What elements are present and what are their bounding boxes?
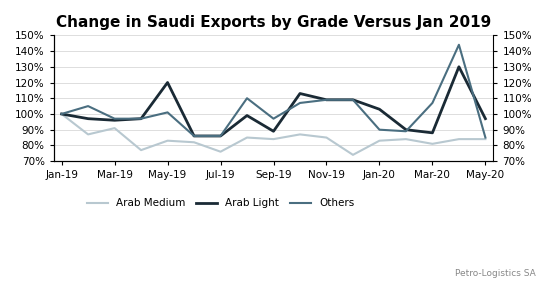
- Arab Light: [59, 112, 65, 116]
- Others: [191, 134, 197, 138]
- Line: Arab Light: Arab Light: [62, 67, 485, 136]
- Arab Medium: [296, 133, 303, 136]
- Legend: Arab Medium, Arab Light, Others: Arab Medium, Arab Light, Others: [83, 194, 358, 212]
- Line: Arab Medium: Arab Medium: [62, 114, 485, 155]
- Arab Medium: [429, 142, 436, 146]
- Arab Medium: [111, 126, 118, 130]
- Arab Medium: [376, 139, 383, 142]
- Arab Medium: [85, 133, 91, 136]
- Arab Light: [323, 98, 330, 101]
- Arab Medium: [138, 148, 144, 152]
- Text: Petro-Logistics SA: Petro-Logistics SA: [455, 269, 536, 278]
- Line: Others: Others: [62, 45, 485, 137]
- Arab Light: [85, 117, 91, 120]
- Arab Light: [111, 119, 118, 122]
- Arab Light: [217, 134, 224, 138]
- Others: [403, 130, 409, 133]
- Arab Medium: [456, 137, 462, 141]
- Arab Medium: [191, 140, 197, 144]
- Arab Light: [164, 81, 171, 84]
- Arab Light: [456, 65, 462, 69]
- Others: [350, 98, 356, 101]
- Arab Light: [191, 134, 197, 138]
- Arab Light: [376, 108, 383, 111]
- Arab Medium: [217, 150, 224, 153]
- Arab Light: [244, 114, 251, 117]
- Others: [456, 43, 462, 46]
- Arab Light: [350, 98, 356, 101]
- Arab Medium: [244, 136, 251, 139]
- Arab Medium: [350, 153, 356, 157]
- Arab Medium: [323, 136, 330, 139]
- Arab Light: [482, 117, 488, 120]
- Arab Light: [429, 131, 436, 135]
- Others: [85, 105, 91, 108]
- Arab Light: [403, 128, 409, 132]
- Arab Light: [296, 92, 303, 95]
- Arab Medium: [482, 137, 488, 141]
- Arab Light: [138, 117, 144, 120]
- Others: [376, 128, 383, 132]
- Arab Medium: [59, 112, 65, 116]
- Arab Medium: [403, 137, 409, 141]
- Others: [429, 101, 436, 105]
- Others: [244, 97, 251, 100]
- Others: [59, 112, 65, 116]
- Others: [164, 111, 171, 114]
- Others: [270, 117, 277, 120]
- Others: [296, 101, 303, 105]
- Others: [138, 117, 144, 120]
- Others: [111, 117, 118, 120]
- Arab Light: [270, 130, 277, 133]
- Arab Medium: [164, 139, 171, 142]
- Others: [217, 134, 224, 138]
- Others: [482, 136, 488, 139]
- Others: [323, 98, 330, 101]
- Arab Medium: [270, 137, 277, 141]
- Title: Change in Saudi Exports by Grade Versus Jan 2019: Change in Saudi Exports by Grade Versus …: [56, 15, 491, 30]
